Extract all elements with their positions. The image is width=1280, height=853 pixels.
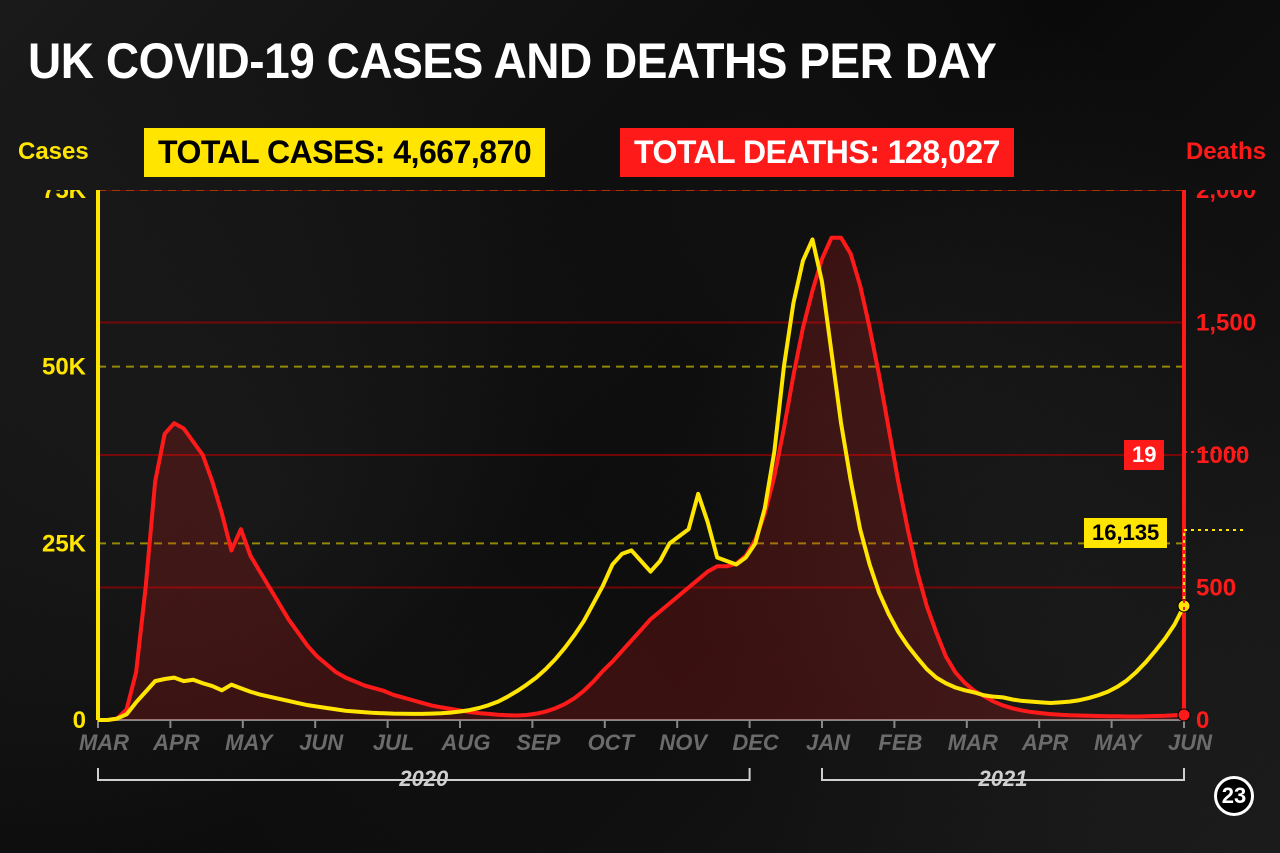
- svg-text:DEC: DEC: [732, 730, 780, 755]
- cases-callout-tag: 16,135: [1084, 518, 1167, 548]
- svg-text:JUL: JUL: [373, 730, 415, 755]
- deaths-axis-title: Deaths: [1186, 138, 1266, 166]
- date-badge: 23: [1214, 776, 1254, 816]
- total-cases-tag: TOTAL CASES: 4,667,870: [144, 128, 545, 177]
- svg-text:NOV: NOV: [659, 730, 709, 755]
- svg-text:MAR: MAR: [948, 730, 998, 755]
- svg-text:SEP: SEP: [516, 730, 560, 755]
- svg-text:25K: 25K: [42, 530, 87, 557]
- svg-text:50K: 50K: [42, 354, 87, 381]
- svg-text:1,500: 1,500: [1196, 310, 1256, 337]
- svg-text:2,000: 2,000: [1196, 190, 1256, 204]
- svg-text:MAY: MAY: [225, 730, 275, 755]
- deaths-callout-tag: 19: [1124, 440, 1164, 470]
- svg-text:MAY: MAY: [1094, 730, 1144, 755]
- svg-text:JUN: JUN: [1168, 730, 1213, 755]
- total-deaths-tag: TOTAL DEATHS: 128,027: [620, 128, 1014, 177]
- chart-area: 025K50K75K050010001,5002,000MARAPRMAYJUN…: [0, 190, 1280, 853]
- cases-axis-title: Cases: [18, 138, 89, 166]
- svg-text:2020: 2020: [398, 766, 449, 791]
- svg-text:1000: 1000: [1196, 442, 1249, 469]
- svg-text:JUN: JUN: [299, 730, 344, 755]
- svg-text:JAN: JAN: [806, 730, 851, 755]
- svg-text:2021: 2021: [978, 766, 1028, 791]
- svg-text:AUG: AUG: [441, 730, 491, 755]
- svg-text:FEB: FEB: [878, 730, 922, 755]
- svg-text:MAR: MAR: [79, 730, 129, 755]
- svg-text:APR: APR: [152, 730, 200, 755]
- svg-text:500: 500: [1196, 575, 1236, 602]
- svg-text:OCT: OCT: [588, 730, 636, 755]
- header-row: Cases TOTAL CASES: 4,667,870 TOTAL DEATH…: [0, 128, 1280, 178]
- svg-text:75K: 75K: [42, 190, 87, 204]
- chart-title: UK COVID-19 CASES AND DEATHS PER DAY: [28, 32, 996, 90]
- svg-text:APR: APR: [1021, 730, 1069, 755]
